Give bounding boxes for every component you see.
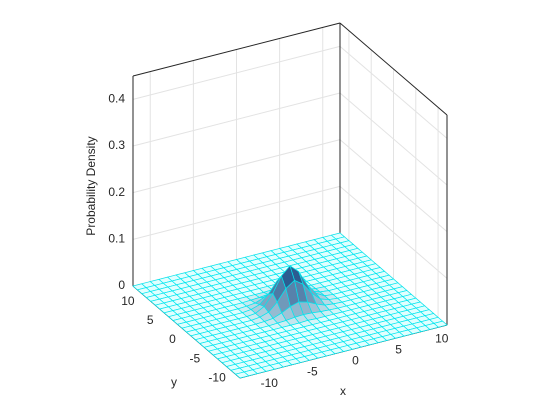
x-tick-label: -5 (307, 365, 318, 379)
x-tick-label: 0 (352, 354, 359, 368)
y-tick-label: 10 (121, 294, 135, 308)
x-tick-label: 10 (435, 332, 449, 346)
x-axis-label: x (340, 384, 346, 398)
z-tick-label: 0 (118, 278, 125, 292)
y-tick-label: -5 (189, 351, 200, 365)
z-tick-label: 0.1 (108, 232, 125, 246)
z-axis-label: Probability Density (84, 136, 98, 235)
surface-patch (234, 371, 250, 379)
axis-line (339, 22, 448, 116)
y-tick-label: -10 (208, 371, 226, 385)
x-tick-label: -10 (261, 376, 279, 390)
x-tick-label: 5 (395, 343, 402, 357)
z-tick-label: 0.2 (108, 185, 125, 199)
z-tick-label: 0.3 (108, 138, 125, 152)
y-tick-label: 5 (147, 313, 154, 327)
z-tick-label: 0.4 (108, 92, 125, 106)
axis-line (132, 22, 341, 77)
y-tick-label: 0 (169, 332, 176, 346)
y-axis-label: y (171, 375, 177, 389)
